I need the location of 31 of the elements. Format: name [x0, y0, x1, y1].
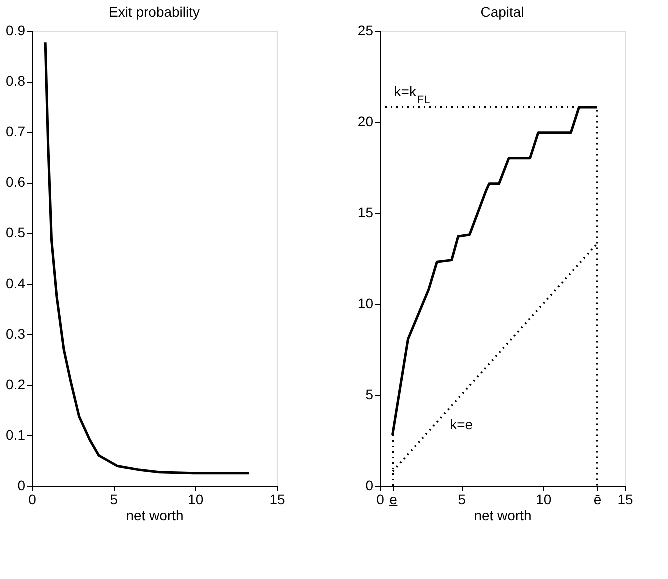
x-tick-label: e̲ — [388, 492, 399, 508]
y-tick-label: 15 — [358, 204, 374, 220]
x-tick-label: 0 — [376, 492, 385, 508]
x-tick-label: 15 — [270, 492, 286, 508]
y-tick-label: 25 — [358, 22, 374, 38]
y-tick-label: 0 — [366, 478, 374, 494]
y-tick-label: 0 — [18, 478, 26, 494]
x-tick-label: 15 — [618, 492, 634, 508]
y-tick-label: 0.2 — [6, 376, 26, 392]
y-tick-label: 0.3 — [6, 326, 26, 342]
y-tick-label: 5 — [366, 386, 374, 402]
series-label: k=e — [450, 416, 474, 433]
x-tick-label: 10 — [188, 492, 204, 508]
x-tick-label: 5 — [110, 492, 118, 508]
y-tick-label: 0.5 — [6, 224, 26, 241]
chart-title: Exit probability — [108, 4, 200, 20]
x-tick-label: 0 — [28, 492, 37, 508]
y-tick-label: 0.1 — [6, 426, 26, 443]
chart-title: Capital — [480, 4, 524, 20]
x-tick-label: 5 — [458, 492, 466, 508]
x-axis-title: net worth — [126, 508, 184, 524]
y-tick-label: 0.9 — [6, 22, 26, 38]
y-tick-label: 0.7 — [6, 124, 26, 140]
x-tick-label: 10 — [536, 492, 552, 508]
y-tick-label: 10 — [358, 296, 374, 312]
x-axis-title: net worth — [474, 508, 532, 524]
y-tick-label: 0.6 — [6, 174, 26, 190]
y-tick-label: 0.8 — [6, 73, 26, 90]
y-tick-label: 0.4 — [6, 275, 26, 292]
x-tick-label: ē — [594, 492, 602, 508]
y-tick-label: 20 — [358, 114, 374, 130]
